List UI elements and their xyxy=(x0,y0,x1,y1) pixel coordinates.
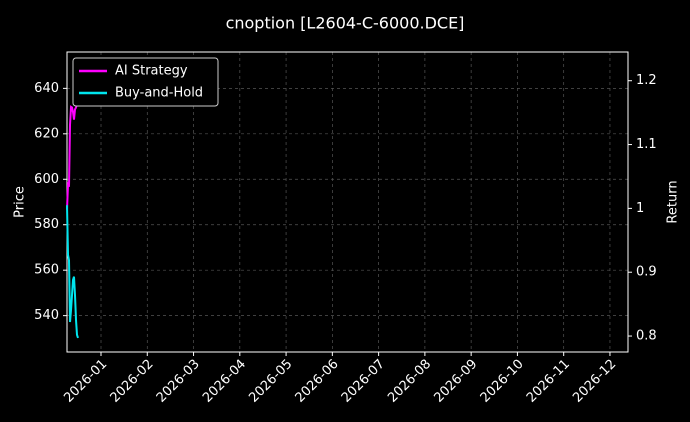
y2-tick-label: 0.9 xyxy=(636,265,657,280)
y-tick-label: 540 xyxy=(34,308,59,323)
y-tick-label: 620 xyxy=(34,126,59,141)
y-tick-label: 560 xyxy=(34,263,59,278)
y-tick-label: 600 xyxy=(34,172,59,187)
series-line xyxy=(66,103,78,210)
chart-title: cnoption [L2604-C-6000.DCE] xyxy=(226,14,465,33)
legend-box xyxy=(72,57,219,107)
y2-tick-label: 0.8 xyxy=(636,329,657,344)
y2-tick-label: 1.1 xyxy=(636,137,657,152)
y-tick-label: 580 xyxy=(34,217,59,232)
y-axis-label: Price xyxy=(13,186,28,218)
y2-tick-label: 1 xyxy=(636,201,644,216)
legend-label: AI Strategy xyxy=(115,64,188,79)
series-line xyxy=(66,205,79,339)
y-tick-label: 640 xyxy=(34,81,59,96)
y2-axis-label: Return xyxy=(666,180,681,223)
legend-label: Buy-and-Hold xyxy=(115,86,203,101)
y2-tick-label: 1.2 xyxy=(636,73,657,88)
